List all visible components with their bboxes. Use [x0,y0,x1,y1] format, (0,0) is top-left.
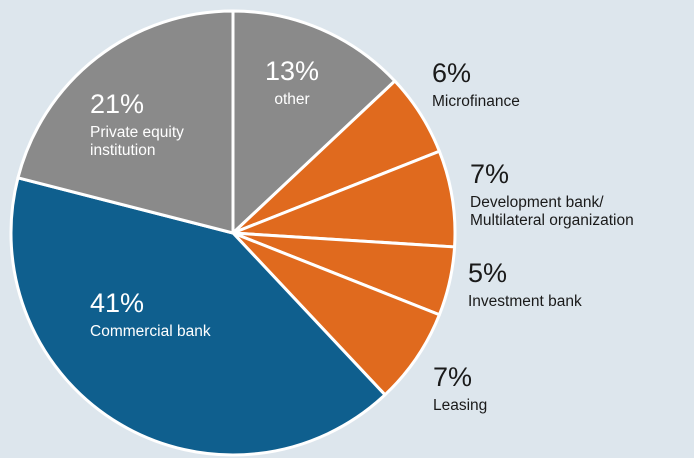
slice-category-label: Private equity [90,124,184,141]
slice-category-label: other [274,91,309,108]
pie-slice-other [231,9,397,235]
slice-percent-label: 41% [90,288,144,318]
pie-slice-commercial-bank [9,176,387,457]
slice-category-label: Leasing [433,397,487,414]
pie-slices [9,9,457,457]
slice-category-label: Multilateral organization [470,212,634,229]
slice-category-label: Development bank/ [470,194,604,211]
slice-percent-label: 21% [90,89,144,119]
slice-percent-label: 7% [470,159,509,189]
slice-percent-label: 6% [432,58,471,88]
slice-percent-label: 7% [433,362,472,392]
slice-category-label: Commercial bank [90,323,211,340]
slice-percent-label: 5% [468,258,507,288]
pie-labels: 13% other 6% Microfinance 7% Development bank… [90,56,634,414]
slice-category-label: Investment bank [468,293,582,310]
pie-slice-private-equity [16,9,235,235]
slice-percent-label: 13% [265,56,319,86]
slice-category-label: Microfinance [432,93,520,110]
slice-category-label: institution [90,142,155,159]
